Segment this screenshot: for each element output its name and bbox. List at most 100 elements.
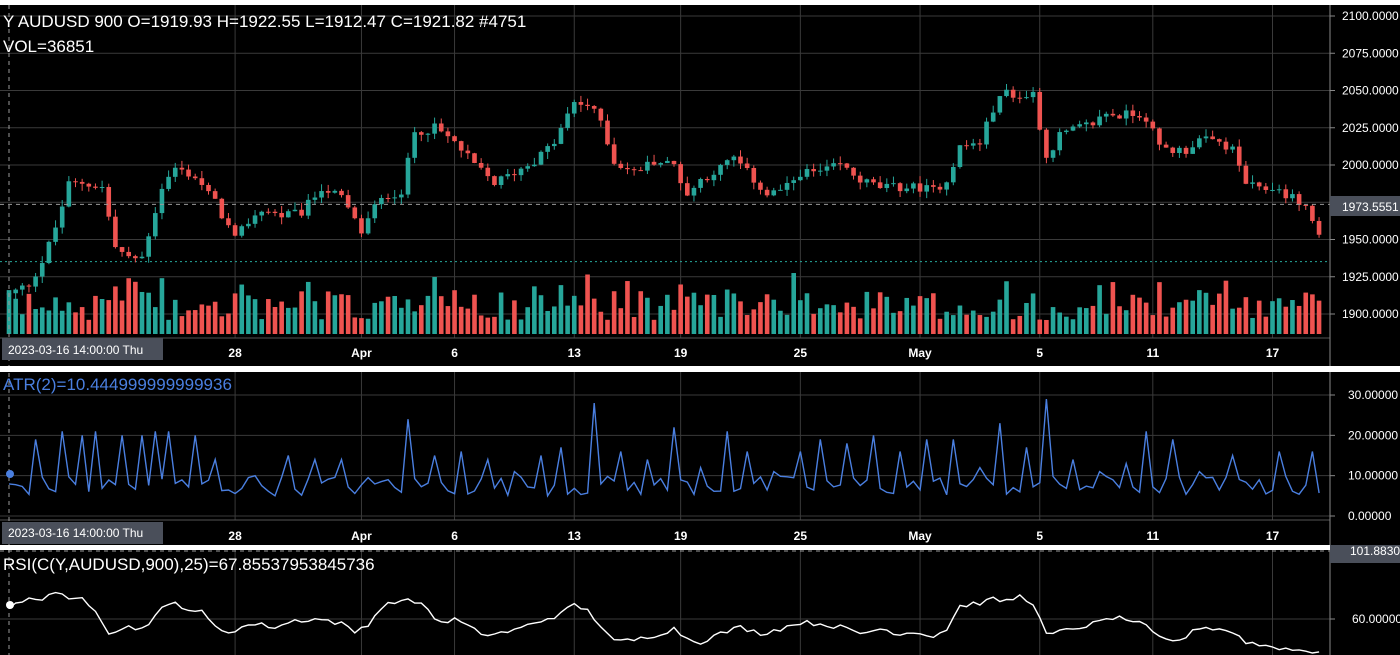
candle-body [26, 285, 32, 287]
volume-bar [1283, 306, 1289, 334]
volume-bar [133, 281, 138, 334]
pane-separator-2[interactable] [0, 545, 1330, 550]
candle-body [1097, 116, 1102, 126]
main-time-axis[interactable]: 28 Apr 6 13 19 25 May 5 11 17 [228, 346, 1279, 360]
volume-bar [73, 312, 78, 334]
candle-body [791, 180, 796, 183]
candle-body [1110, 113, 1116, 116]
volume-bar [1290, 300, 1295, 334]
volume-bar [631, 317, 637, 334]
candle-body [126, 251, 131, 257]
candle-body [1243, 165, 1249, 184]
volume-bar [897, 311, 903, 334]
atr-grid [0, 372, 1330, 521]
candle-body [1123, 110, 1129, 119]
volume-bar [239, 284, 245, 334]
volume-bar [166, 319, 171, 334]
candle-body [73, 181, 78, 183]
volume-bar [791, 273, 796, 334]
volume-bar [804, 293, 810, 334]
volume-bar [605, 319, 610, 334]
volume-bar [438, 296, 444, 334]
volume-bar [704, 294, 710, 334]
candle-body [332, 190, 338, 193]
pane-separator-1[interactable] [0, 366, 1400, 372]
price-tick-label: 2000.0000 [1342, 158, 1399, 172]
crosshair-price-label: 1973.5551 [1342, 200, 1399, 214]
candle-body [631, 169, 637, 171]
volume-bar [545, 310, 550, 334]
volume-bar [585, 274, 590, 334]
volume-bar [1243, 297, 1249, 334]
volume-bar [871, 308, 876, 334]
volume-bar [1183, 299, 1189, 334]
volume-bar [1123, 310, 1129, 334]
volume-bar [1256, 300, 1262, 334]
candle-body [465, 150, 471, 154]
volume-bar [1044, 319, 1049, 334]
volume-bar [977, 315, 983, 334]
candle-body [625, 167, 630, 170]
candle-body [591, 106, 597, 109]
candle-body [951, 166, 956, 183]
rsi-pane-background [0, 550, 1400, 655]
volume-bar [405, 299, 411, 334]
candle-body [1050, 150, 1056, 158]
candle-body [212, 191, 218, 199]
volume-bar [359, 318, 364, 334]
volume-bar [778, 310, 783, 334]
volume-bar [532, 286, 537, 334]
volume-bar [931, 293, 936, 334]
candle-body [518, 168, 524, 176]
candle-body [844, 163, 850, 168]
candle-body [405, 157, 411, 195]
candle-body [119, 247, 125, 252]
volume-bar [731, 293, 737, 334]
volume-bar [904, 297, 910, 334]
volume-bar [179, 316, 185, 334]
candle-body [1090, 122, 1096, 126]
volume-bar [618, 308, 624, 334]
candle-body [891, 183, 896, 185]
volume-bar [970, 310, 976, 334]
volume-bar [79, 307, 85, 334]
volume-bar [86, 319, 92, 334]
candle-body [1057, 132, 1062, 151]
rsi-tick-label: 60.00000 [1352, 612, 1400, 626]
rsi-price-axis[interactable]: 60.00000 [1330, 612, 1400, 626]
candle-body [452, 136, 457, 142]
candle-body [352, 207, 358, 219]
volume-bar [505, 319, 511, 334]
volume-bar [379, 301, 384, 334]
atr-time-axis[interactable]: 28 Apr 6 13 19 25 May 5 11 17 [228, 529, 1279, 543]
candle-body [651, 161, 657, 165]
candle-body [226, 218, 231, 226]
candle-body [219, 198, 225, 219]
volume-bar [625, 281, 630, 334]
time-tick-label: 25 [794, 346, 808, 360]
volume-bar [1143, 302, 1149, 334]
time-tick-label: 19 [674, 529, 688, 543]
candle-body [179, 167, 185, 170]
candle-body [159, 188, 165, 214]
candle-body [153, 213, 158, 237]
candle-body [937, 186, 943, 190]
price-tick-label: 2025.0000 [1342, 121, 1399, 135]
candle-body [292, 209, 298, 212]
volume-bar [1310, 294, 1315, 334]
candle-body [1157, 128, 1162, 145]
volume-bar [232, 293, 238, 334]
volume-series [6, 273, 1322, 334]
volume-bar [891, 312, 896, 334]
candle-body [671, 160, 677, 165]
volume-bar [445, 306, 451, 334]
atr-price-axis[interactable]: 30.00000 20.00000 10.00000 0.00000 [1330, 388, 1398, 523]
candle-body [113, 216, 118, 248]
candle-body [1177, 147, 1182, 153]
time-tick-label: Apr [351, 529, 372, 543]
volume-bar [1084, 308, 1089, 334]
time-tick-label: May [908, 346, 932, 360]
volume-bar [452, 290, 457, 334]
candle-body [944, 182, 949, 190]
